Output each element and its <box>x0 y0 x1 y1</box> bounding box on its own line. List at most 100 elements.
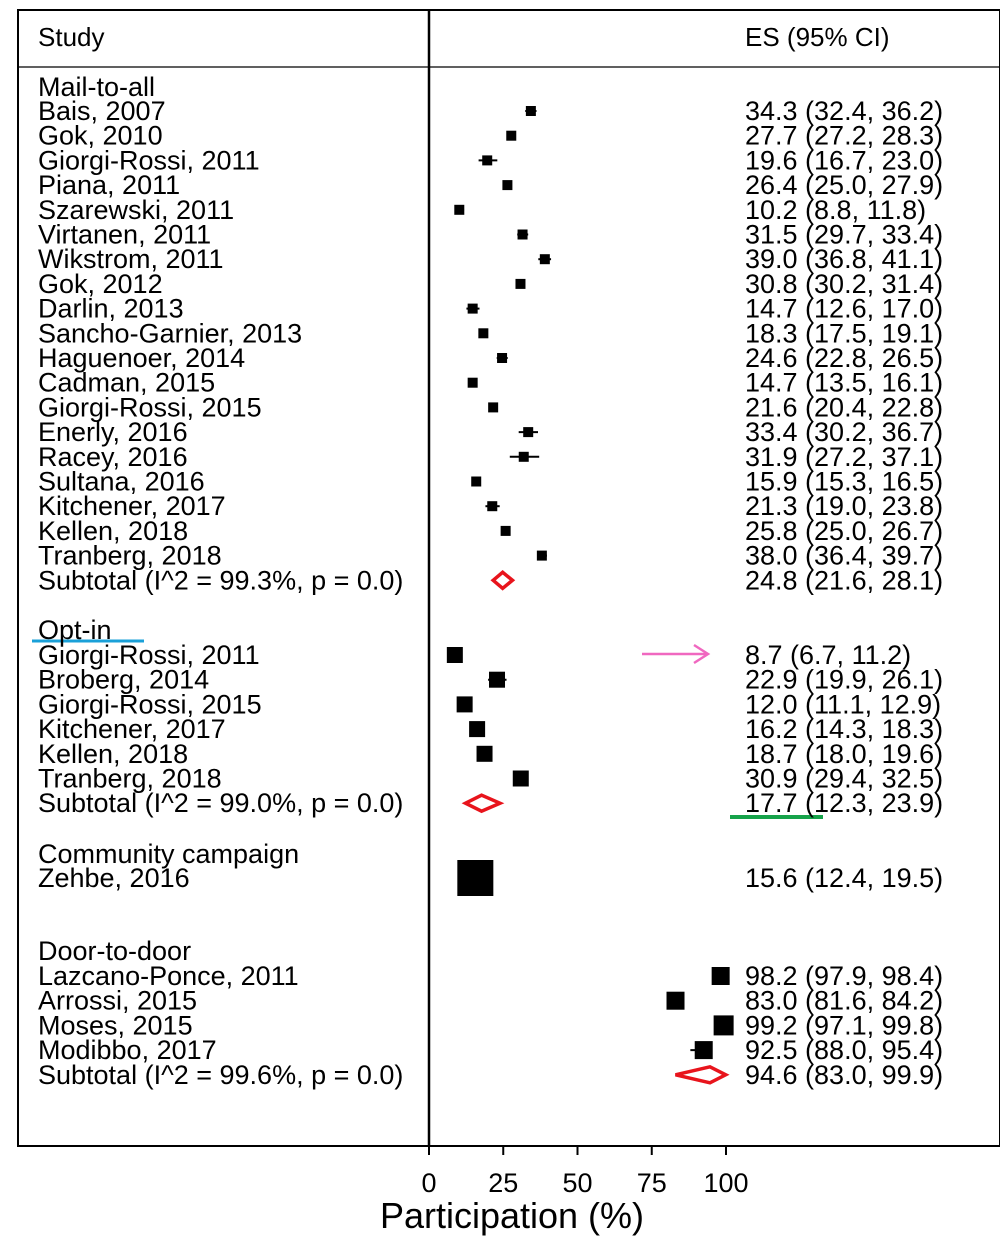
study-label: Gok, 2012 <box>38 269 163 299</box>
study-es-value: 33.4 (30.2, 36.7) <box>745 417 943 447</box>
study-es-value: 39.0 (36.8, 41.1) <box>745 244 943 274</box>
study-es-value: 25.8 (25.0, 26.7) <box>745 516 943 546</box>
study-marker <box>471 476 482 487</box>
group-heading: Door-to-door <box>38 936 191 966</box>
study-label: Giorgi-Rossi, 2011 <box>38 145 260 175</box>
study-label: Kitchener, 2017 <box>38 491 226 521</box>
study-label: Wikstrom, 2011 <box>38 244 224 274</box>
study-marker <box>539 254 550 265</box>
study-marker <box>523 427 534 438</box>
study-es-value: 38.0 (36.4, 39.7) <box>745 541 943 571</box>
subtotal-es-value: 24.8 (21.6, 28.1) <box>745 565 943 595</box>
study-marker <box>456 696 473 713</box>
study-marker <box>482 155 493 166</box>
study-marker <box>488 402 499 413</box>
study-es-value: 18.7 (18.0, 19.6) <box>745 739 943 769</box>
study-es-value: 26.4 (25.0, 27.9) <box>745 170 943 200</box>
annotations <box>32 639 823 819</box>
study-marker <box>489 671 506 688</box>
study-label: Haguenoer, 2014 <box>38 343 245 373</box>
study-marker <box>711 967 730 985</box>
study-label: Broberg, 2014 <box>38 665 209 695</box>
arrow-head-icon <box>693 643 711 665</box>
study-es-value: 14.7 (13.5, 16.1) <box>745 368 943 398</box>
subtotal-label: Subtotal (I^2 = 99.0%, p = 0.0) <box>38 788 403 818</box>
study-es-value: 21.3 (19.0, 23.8) <box>745 491 943 521</box>
study-marker <box>502 180 513 191</box>
study-es-value: 19.6 (16.7, 23.0) <box>745 145 943 175</box>
study-es-value: 31.5 (29.7, 33.4) <box>745 220 943 250</box>
study-label: Giorgi-Rossi, 2015 <box>38 689 262 719</box>
study-label: Virtanen, 2011 <box>38 220 211 250</box>
study-label: Tranberg, 2018 <box>38 764 222 794</box>
study-es-value: 34.3 (32.4, 36.2) <box>745 96 943 126</box>
subtotal-label: Subtotal (I^2 = 99.6%, p = 0.0) <box>38 1060 403 1090</box>
study-marker <box>512 770 529 787</box>
study-marker <box>500 525 511 536</box>
study-marker <box>525 106 536 116</box>
study-label: Bais, 2007 <box>38 96 166 126</box>
x-axis: 0 25 50 75 100 <box>421 1145 749 1198</box>
study-es-value: 31.9 (27.2, 37.1) <box>745 442 943 472</box>
group-heading: Mail-to-all <box>38 72 155 102</box>
study-label: Darlin, 2013 <box>38 294 184 324</box>
study-marker <box>467 377 478 388</box>
study-marker <box>454 204 465 215</box>
data-marks <box>446 106 734 1085</box>
x-tick-label: 75 <box>637 1168 667 1198</box>
study-label: Arrossi, 2015 <box>38 986 197 1016</box>
study-label: Sancho-Garnier, 2013 <box>38 318 302 348</box>
study-es-value: 98.2 (97.9, 98.4) <box>745 961 943 991</box>
study-label: Moses, 2015 <box>38 1010 193 1040</box>
study-marker <box>446 647 463 663</box>
study-marker <box>469 721 486 738</box>
study-es-value: 21.6 (20.4, 22.8) <box>745 392 943 422</box>
study-label: Racey, 2016 <box>38 442 188 472</box>
study-marker <box>518 451 529 462</box>
study-label: Sultana, 2016 <box>38 467 205 497</box>
study-label: Lazcano-Ponce, 2011 <box>38 961 299 991</box>
study-label: Kitchener, 2017 <box>38 714 226 744</box>
study-es-value: 15.6 (12.4, 19.5) <box>745 863 943 893</box>
x-axis-title: Participation (%) <box>380 1195 644 1236</box>
study-marker <box>506 130 517 141</box>
study-marker <box>515 278 526 289</box>
x-tick-label: 0 <box>421 1168 436 1198</box>
group-heading: Opt-in <box>38 615 112 645</box>
x-tick-label: 25 <box>488 1168 518 1198</box>
study-marker <box>517 229 528 240</box>
es-column-header: ES (95% CI) <box>745 22 890 52</box>
study-es-value: 10.2 (8.8, 11.8) <box>745 195 926 225</box>
study-label: Modibbo, 2017 <box>38 1035 217 1065</box>
subtotal-diamond <box>461 793 505 814</box>
subtotal-label: Subtotal (I^2 = 99.3%, p = 0.0) <box>38 565 403 595</box>
study-es-value: 27.7 (27.2, 28.3) <box>745 121 943 151</box>
study-label: Giorgi-Rossi, 2011 <box>38 640 260 670</box>
study-marker <box>457 860 494 896</box>
study-label: Tranberg, 2018 <box>38 541 222 571</box>
study-es-value: 83.0 (81.6, 84.2) <box>745 986 943 1016</box>
subtotal-diamond <box>490 570 516 591</box>
study-es-value: 12.0 (11.1, 12.9) <box>745 689 941 719</box>
study-label: Kellen, 2018 <box>38 739 188 769</box>
study-marker <box>476 745 493 762</box>
study-es-value: 24.6 (22.8, 26.5) <box>745 343 943 373</box>
study-label: Kellen, 2018 <box>38 516 188 546</box>
study-marker <box>478 328 489 339</box>
study-es-value: 30.9 (29.4, 32.5) <box>745 764 943 794</box>
study-label: Piana, 2011 <box>38 170 180 200</box>
subtotal-diamond <box>675 1064 730 1085</box>
study-marker <box>487 501 498 512</box>
study-label: Enerly, 2016 <box>38 417 188 447</box>
x-tick-label: 100 <box>703 1168 748 1198</box>
study-es-value: 22.9 (19.9, 26.1) <box>745 665 943 695</box>
study-marker <box>497 353 508 363</box>
study-es-value: 18.3 (17.5, 19.1) <box>745 318 943 348</box>
study-label: Gok, 2010 <box>38 121 163 151</box>
study-label: Giorgi-Rossi, 2015 <box>38 392 262 422</box>
subtotal-es-value: 17.7 (12.3, 23.9) <box>745 788 943 818</box>
study-es-value: 16.2 (14.3, 18.3) <box>745 714 943 744</box>
study-marker <box>694 1041 713 1060</box>
